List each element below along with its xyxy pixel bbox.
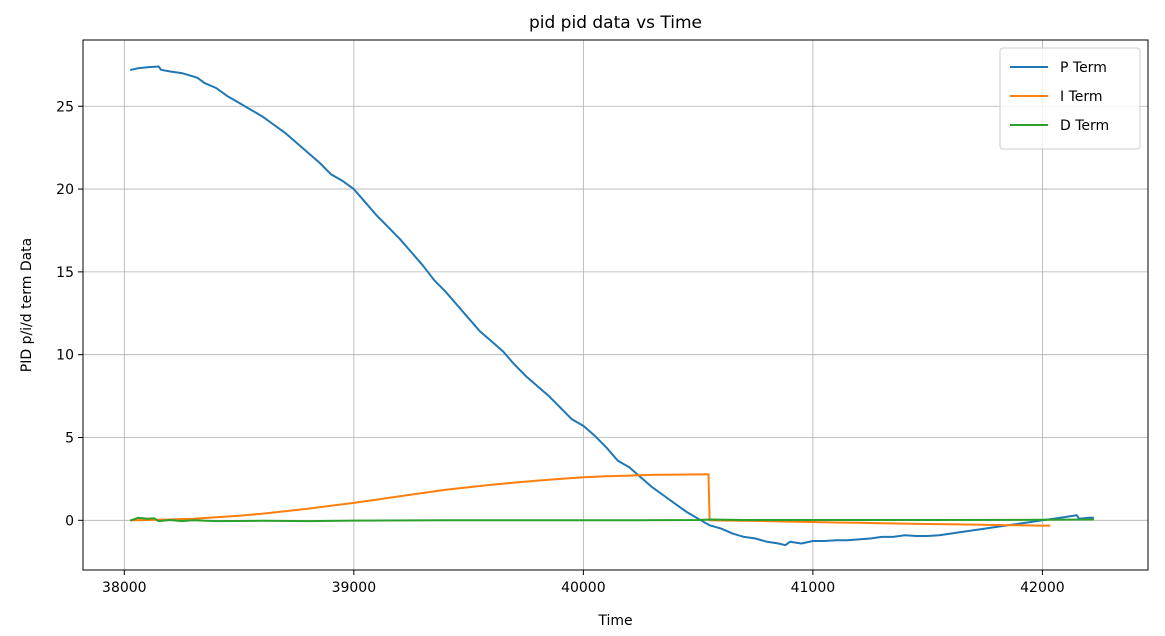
series-line-p-term <box>129 65 1094 547</box>
x-tick-label: 41000 <box>791 580 836 596</box>
x-tick-label: 38000 <box>102 580 147 596</box>
y-tick-label: 10 <box>56 348 74 364</box>
y-tick-label: 25 <box>56 99 74 115</box>
legend-box <box>999 47 1141 150</box>
x-tick-label: 40000 <box>561 580 606 596</box>
legend: P Term I Term D Term <box>999 47 1141 150</box>
grid-lines <box>83 40 1148 570</box>
chart-title: pid pid data vs Time <box>529 13 702 33</box>
legend-label: D Term <box>1060 118 1109 134</box>
series-line-d-term <box>129 516 1094 523</box>
axis-ticks: 38000 39000 40000 41000 42000 0 5 10 15 20 25 <box>56 99 1065 596</box>
y-tick-label: 15 <box>56 265 74 281</box>
series-line-i-term <box>130 473 1051 527</box>
y-tick-label: 20 <box>56 182 74 198</box>
series-lines <box>129 65 1094 547</box>
x-axis-label: Time <box>597 613 632 629</box>
plot-frame <box>82 39 1149 571</box>
y-axis-label: PID p/i/d term Data <box>19 238 35 372</box>
x-tick-label: 42000 <box>1020 580 1065 596</box>
y-tick-label: 5 <box>65 431 74 447</box>
x-tick-label: 39000 <box>332 580 377 596</box>
y-tick-label: 0 <box>65 513 74 529</box>
legend-label: I Term <box>1060 89 1103 105</box>
legend-label: P Term <box>1060 60 1107 76</box>
plot-area <box>83 40 1148 570</box>
